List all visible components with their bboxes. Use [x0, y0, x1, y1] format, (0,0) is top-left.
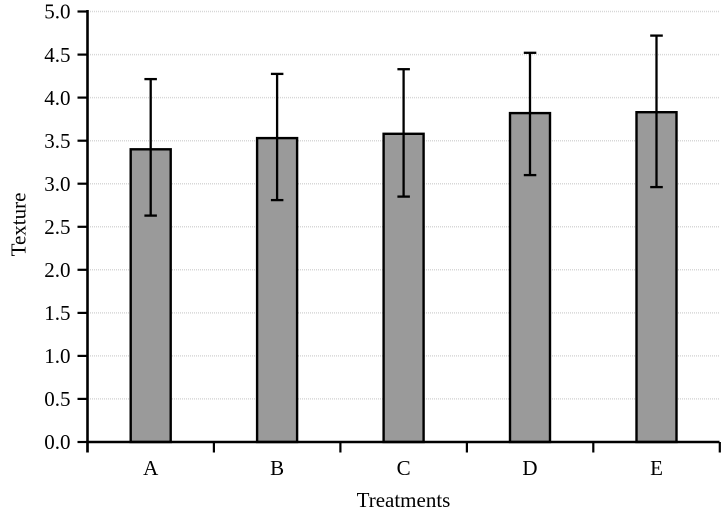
svg-text:3.0: 3.0 — [44, 172, 70, 196]
svg-text:B: B — [270, 456, 284, 480]
svg-text:E: E — [650, 456, 663, 480]
svg-text:2.0: 2.0 — [44, 258, 70, 282]
svg-text:4.5: 4.5 — [44, 43, 70, 67]
svg-text:3.5: 3.5 — [44, 129, 70, 153]
svg-text:Texture: Texture — [7, 193, 31, 257]
svg-text:C: C — [397, 456, 411, 480]
svg-text:A: A — [143, 456, 159, 480]
svg-text:Treatments: Treatments — [357, 488, 451, 512]
svg-text:1.0: 1.0 — [44, 344, 70, 368]
svg-text:D: D — [522, 456, 537, 480]
svg-text:4.0: 4.0 — [44, 86, 70, 110]
svg-text:0.0: 0.0 — [44, 430, 70, 454]
svg-text:1.5: 1.5 — [44, 301, 70, 325]
svg-text:0.5: 0.5 — [44, 387, 70, 411]
svg-text:2.5: 2.5 — [44, 215, 70, 239]
svg-text:5.0: 5.0 — [44, 0, 70, 24]
